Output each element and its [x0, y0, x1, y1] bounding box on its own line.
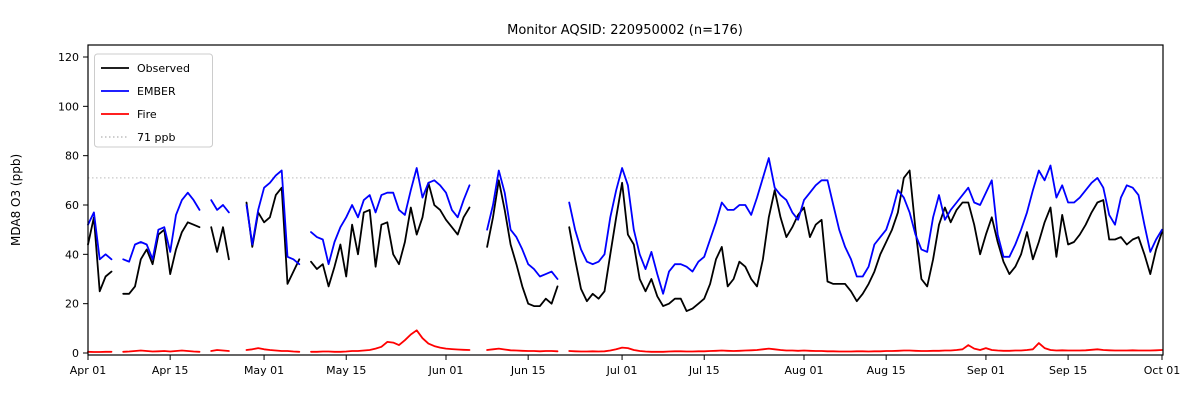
- y-tick-label: 20: [65, 298, 79, 311]
- y-tick-label: 60: [65, 199, 79, 212]
- x-tick-label: May 01: [244, 364, 284, 377]
- series-layer: [87, 157, 1163, 353]
- y-tick-label: 40: [65, 248, 79, 261]
- y-axis-label: MDA8 O3 (ppb): [9, 154, 23, 246]
- series-ember-line: [87, 157, 1163, 295]
- y-tick-label: 80: [65, 150, 79, 163]
- x-tick-label: Aug 15: [867, 364, 906, 377]
- legend-label-ember: EMBER: [137, 85, 176, 98]
- series-observed-line: [87, 169, 1163, 312]
- legend-label-fire: Fire: [137, 108, 157, 121]
- x-tick-label: Apr 01: [70, 364, 107, 377]
- series-fire-line: [87, 329, 1163, 353]
- y-tick-label: 100: [58, 100, 79, 113]
- chart-title: Monitor AQSID: 220950002 (n=176): [507, 23, 743, 38]
- x-tick-label: Jul 15: [688, 364, 720, 377]
- x-tick-label: Jun 15: [510, 364, 546, 377]
- axes-spines: [87, 44, 1164, 356]
- x-tick-label: Oct 01: [1144, 364, 1181, 377]
- plot-area: [88, 45, 1163, 355]
- x-tick-label: Jul 01: [606, 364, 638, 377]
- legend-label-observed: Observed: [137, 62, 190, 75]
- x-tick-label: Jun 01: [428, 364, 464, 377]
- y-tick-label: 0: [72, 347, 79, 360]
- y-tick-label: 120: [58, 51, 79, 64]
- legend: Observed EMBER Fire 71 ppb: [94, 53, 213, 148]
- x-tick-label: Apr 15: [152, 364, 189, 377]
- axis-tick-layer: Apr 01 Apr 15 May 01 May 15 Jun 01 Jun 15 Jul …: [58, 51, 1180, 377]
- x-tick-label: Sep 01: [967, 364, 1005, 377]
- legend-items: Observed EMBER Fire 71 ppb: [101, 62, 190, 144]
- x-tick-label: Sep 15: [1049, 364, 1087, 377]
- x-tick-label: Aug 01: [785, 364, 824, 377]
- legend-box: [94, 53, 213, 148]
- x-tick-label: May 15: [326, 364, 366, 377]
- legend-label-71-ppb: 71 ppb: [137, 131, 175, 144]
